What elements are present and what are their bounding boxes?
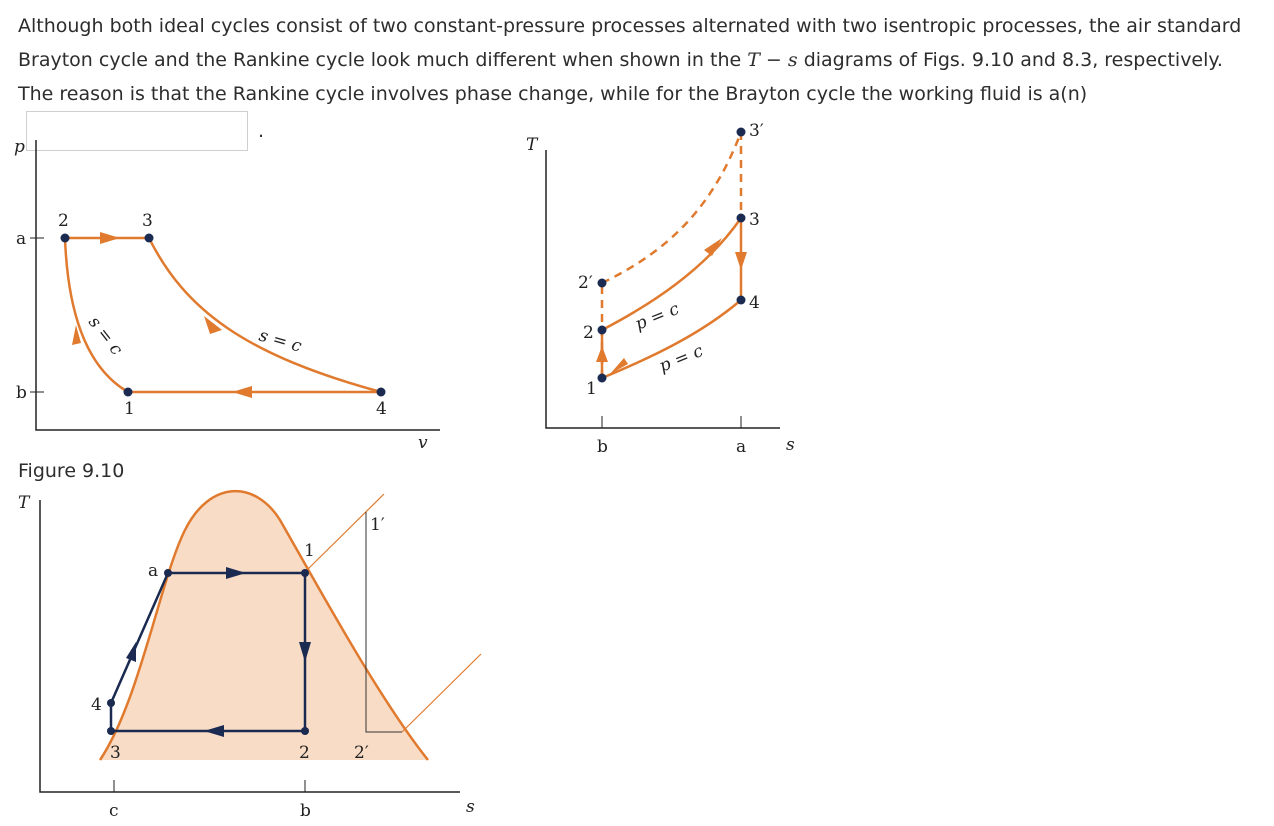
pv-arrow-2-3	[100, 232, 120, 244]
ts-brayton-y-axis-label: T	[526, 135, 539, 155]
question-period: .	[258, 119, 265, 142]
ts-brayton-point-1	[597, 373, 607, 383]
pv-y-axis-label: p	[14, 137, 25, 157]
ts-brayton-point-3	[736, 213, 746, 223]
ts-formula: T − s	[747, 49, 798, 71]
ts-rankine-arrow-a-1	[226, 567, 246, 579]
pv-arrow-1-2	[72, 325, 81, 345]
ts-rankine-diagram: T s c b a 1 1′ 2 2′ 3 4	[18, 489, 482, 821]
ts-rankine-label-1p: 1′	[370, 515, 385, 535]
ts-rankine-dome-fill	[100, 491, 428, 760]
ts-rankine-axes	[39, 500, 460, 793]
ts-brayton-arrow-2-3	[704, 238, 722, 256]
pv-point-3	[144, 233, 154, 243]
ts-brayton-point-3p	[736, 127, 746, 137]
ts-brayton-label-4: 4	[749, 293, 760, 313]
pv-axes	[35, 140, 440, 431]
ts-rankine-tick-b-label: b	[300, 801, 311, 821]
ts-brayton-arrow-3-4	[735, 252, 747, 270]
ts-brayton-label-2p: 2′	[578, 273, 593, 293]
ts-brayton-dashed-2p-3p	[601, 131, 743, 285]
ts-brayton-point-2	[597, 325, 607, 335]
ts-brayton-label-p-upper: p = c	[632, 299, 682, 335]
ts-brayton-process-2-3	[601, 217, 743, 332]
pv-point-1	[123, 387, 133, 397]
ts-rankine-tick-c-label: c	[109, 801, 119, 821]
ts-rankine-label-a: a	[148, 561, 158, 581]
pv-label-2: 2	[58, 211, 69, 231]
ts-rankine-point-4	[107, 699, 115, 707]
ts-rankine-point-a	[164, 569, 172, 577]
ts-brayton-tick-b-label: b	[597, 437, 608, 457]
pv-arrow-4-1	[232, 386, 252, 398]
ts-rankine-superheat-line-lower	[401, 653, 482, 733]
pv-process-3-4	[147, 237, 382, 394]
ts-rankine-x-axis-label: s	[466, 797, 475, 817]
ts-brayton-arrow-1-2	[596, 346, 608, 362]
ts-brayton-x-axis-label: s	[786, 435, 795, 455]
ts-rankine-saturation-dome	[98, 489, 429, 761]
ts-rankine-point-3	[107, 727, 115, 735]
question-text: Although both ideal cycles consist of tw…	[18, 9, 1263, 151]
pv-process-1-2	[63, 237, 129, 394]
ts-brayton-axes	[545, 150, 780, 429]
pv-arrow-3-4	[204, 316, 222, 334]
ts-rankine-superheat-line-upper	[304, 493, 385, 573]
pv-point-2	[60, 233, 70, 243]
ts-rankine-arrow-1-2	[299, 642, 311, 662]
pv-label-1: 1	[124, 399, 135, 419]
ts-rankine-arrow-2-3	[204, 725, 224, 737]
ts-rankine-label-1: 1	[304, 541, 315, 561]
answer-input[interactable]	[26, 111, 248, 151]
pv-label-s-right: s = c	[257, 326, 305, 357]
figure-caption: Figure 9.10	[18, 460, 125, 482]
ts-brayton-diagram: T s b a 1 2 2′ 3 3′ 4 p = c p = c	[526, 121, 795, 457]
question-part1: Although both ideal cycles consist of tw…	[18, 15, 1242, 71]
ts-rankine-point-2	[301, 727, 309, 735]
ts-brayton-point-4	[736, 295, 746, 305]
pv-diagram: p v a b 2 3 4 1 s = c s = c	[14, 137, 440, 453]
ts-brayton-label-2: 2	[583, 323, 594, 343]
ts-brayton-point-2p	[597, 278, 607, 288]
ts-rankine-label-4: 4	[91, 695, 102, 715]
ts-brayton-label-1: 1	[586, 379, 597, 399]
ts-rankine-label-3: 3	[110, 743, 121, 763]
pv-x-axis-label: v	[418, 433, 428, 453]
ts-brayton-arrow-4-1	[610, 358, 628, 374]
ts-brayton-tick-a-label: a	[736, 437, 746, 457]
pv-tick-a-label: a	[16, 229, 26, 249]
ts-rankine-arrow-4-a	[126, 642, 136, 662]
pv-label-3: 3	[142, 211, 153, 231]
ts-rankine-label-2p: 2′	[354, 743, 369, 763]
ts-rankine-process-4-a	[109, 572, 170, 704]
question-part2: diagrams of Figs. 9.10 and 8.3, respecti…	[18, 49, 1223, 105]
ts-brayton-process-4-1	[601, 299, 742, 380]
ts-brayton-label-3p: 3′	[749, 121, 764, 141]
ts-rankine-y-axis-label: T	[18, 493, 31, 513]
ts-rankine-label-2: 2	[299, 743, 310, 763]
pv-point-4	[376, 387, 386, 397]
ts-brayton-label-3: 3	[749, 210, 760, 230]
ts-rankine-point-1	[301, 569, 309, 577]
pv-label-4: 4	[376, 399, 387, 419]
ts-brayton-label-p-lower: p = c	[656, 341, 706, 377]
ts-rankine-line-1p-2p	[365, 512, 402, 733]
pv-tick-b-label: b	[16, 383, 27, 403]
